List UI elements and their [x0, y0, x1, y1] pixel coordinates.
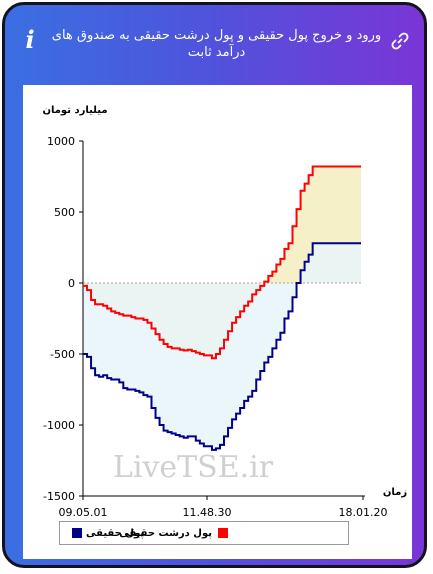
- x-tick-label: 11.48.30: [183, 506, 232, 519]
- chart-title: ورود و خروج پول حقیقی و پول درشت حقیقی ب…: [51, 28, 382, 60]
- link-icon[interactable]: [390, 31, 410, 51]
- y-tick-label: -500: [50, 348, 75, 361]
- plot-area: 1000 500 0 -500 -1000 -1500 09.05.01 11.48.30 18…: [23, 85, 412, 559]
- legend: پول درشت حقیقی پول حقیقی: [59, 521, 349, 545]
- legend-swatch-real-money: [72, 528, 82, 538]
- fill-real-money: [83, 243, 361, 450]
- y-tick-label: -1500: [43, 490, 75, 503]
- y-tick-label: -1000: [43, 419, 75, 432]
- legend-swatch-large-real-money: [218, 528, 228, 538]
- legend-label-real-money: پول حقیقی: [86, 528, 144, 539]
- x-axis-title: زمان: [383, 487, 407, 498]
- x-tick-label: 18.01.20: [339, 506, 388, 519]
- header: i ورود و خروج پول حقیقی و پول درشت حقیقی…: [5, 5, 424, 85]
- chart-card: i ورود و خروج پول حقیقی و پول درشت حقیقی…: [2, 2, 427, 568]
- y-axis-title: میلیارد تومان: [42, 105, 107, 116]
- y-tick-label: 500: [54, 206, 75, 219]
- series-line-large-real-money: [83, 165, 361, 360]
- watermark: LiveTSE.ir: [113, 450, 274, 485]
- y-tick-label: 0: [68, 277, 75, 290]
- chart: 1000 500 0 -500 -1000 -1500 09.05.01 11.48.30 18…: [42, 105, 407, 519]
- series-line-real-money: [83, 242, 361, 451]
- x-tick-label: 09.05.01: [59, 506, 108, 519]
- legend-label-large-real-money: پول درشت حقیقی: [119, 528, 212, 539]
- y-tick-label: 1000: [47, 135, 75, 148]
- info-icon[interactable]: i: [25, 25, 35, 54]
